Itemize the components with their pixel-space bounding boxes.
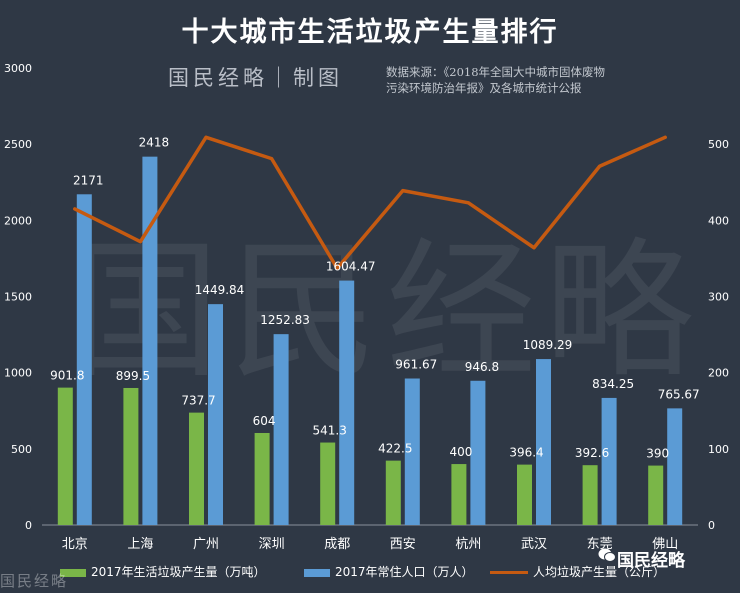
legend-item-population: 2017年常住人口（万人） — [304, 563, 474, 580]
legend-label-percapita: 人均垃圾产生量（公斤） — [533, 565, 666, 579]
bar-garbage — [385, 460, 401, 525]
y-left-tick-label: 2000 — [4, 214, 32, 227]
point-percapita — [598, 164, 602, 168]
y-right-tick-label: 200 — [708, 367, 729, 380]
data-label-garbage: 396.4 — [509, 446, 543, 460]
data-label-population: 1089.29 — [523, 338, 573, 352]
bar-population — [208, 304, 223, 525]
y-left-tick-label: 3000 — [4, 62, 32, 75]
bar-garbage — [57, 387, 73, 525]
data-label-garbage: 422.5 — [378, 442, 412, 456]
x-category-label: 深圳 — [259, 537, 285, 552]
x-category-label: 佛山 — [652, 537, 678, 552]
legend-swatch-blue — [304, 568, 330, 577]
data-label-population: 1252.83 — [260, 313, 310, 327]
x-category-label: 成都 — [324, 537, 350, 552]
point-percapita — [138, 240, 142, 244]
axes-group: 0 500 1000 1500 2000 2500 3000 0 100 200 300 400 500… — [4, 62, 729, 552]
bar-population — [339, 280, 355, 525]
wechat-icon — [598, 548, 616, 562]
y-left-tick-label: 500 — [11, 443, 32, 456]
y-right-tick-label: 500 — [708, 138, 729, 151]
source-line-2: 污染环境防治年报》及各城市统计公报 — [386, 81, 582, 95]
y-left-tick-label: 1000 — [4, 367, 32, 380]
bar-garbage — [648, 465, 664, 525]
data-label-population: 765.67 — [658, 387, 700, 401]
line-percapita — [73, 135, 667, 271]
data-label-garbage: 400 — [449, 445, 472, 459]
brand-label: 国民经略｜制图 — [168, 66, 343, 90]
data-label-garbage: 604 — [253, 414, 276, 428]
data-label-garbage: 392.6 — [575, 446, 609, 460]
source-note: 数据来源：《2018年全国大中城市固体废物 污染环境防治年报》及各城市统计公报 — [386, 64, 605, 96]
bar-garbage — [320, 442, 336, 525]
data-labels-group: 901.8 2171 899.5 2418 737.7 1449.84 604 1252.83… — [50, 136, 700, 461]
data-label-garbage: 901.8 — [50, 369, 84, 383]
x-category-label: 东莞 — [587, 537, 613, 552]
data-label-population: 946.8 — [465, 360, 499, 374]
legend-item-percapita: 人均垃圾产生量（公斤） — [490, 563, 665, 580]
legend-label-garbage: 2017年生活垃圾产生量（万吨） — [91, 565, 266, 579]
x-category-label: 杭州 — [455, 537, 481, 552]
bar-population — [470, 380, 486, 525]
point-percapita — [204, 135, 208, 139]
y-right-tick-label: 100 — [708, 443, 729, 456]
bar-garbage — [517, 464, 532, 525]
bar-population — [536, 359, 551, 525]
legend-item-garbage: 2017年生活垃圾产生量（万吨） — [60, 563, 266, 580]
legend-swatch-orange — [490, 571, 528, 574]
point-percapita — [335, 266, 339, 270]
y-right-tick-label: 400 — [708, 214, 729, 227]
data-label-population: 1449.84 — [195, 283, 245, 297]
point-percapita — [73, 207, 77, 211]
bar-garbage — [451, 464, 467, 525]
x-category-label: 西安 — [390, 537, 416, 552]
legend-label-population: 2017年常住人口（万人） — [335, 565, 474, 579]
bar-population — [601, 397, 617, 525]
data-label-garbage: 390 — [646, 447, 669, 461]
bar-population — [273, 334, 289, 525]
point-percapita — [532, 246, 536, 250]
bar-garbage — [189, 412, 204, 525]
data-label-population: 1604.47 — [326, 260, 376, 274]
y-right-tick-label: 0 — [708, 519, 715, 532]
data-label-population: 834.25 — [592, 377, 634, 391]
x-category-label: 广州 — [193, 537, 219, 552]
bar-garbage — [582, 465, 598, 525]
bar-population — [667, 408, 683, 525]
x-category-label: 上海 — [127, 537, 153, 552]
source-line-1: 数据来源：《2018年全国大中城市固体废物 — [386, 65, 606, 79]
logo-text: 国民经略 — [617, 551, 685, 571]
data-label-garbage: 541.3 — [313, 424, 347, 438]
corner-watermark: 国民经略 — [0, 572, 69, 590]
bar-population — [404, 378, 420, 525]
data-label-population: 961.67 — [395, 358, 437, 372]
point-percapita — [270, 157, 274, 161]
chart-title: 十大城市生活垃圾产生量排行 — [181, 17, 559, 48]
data-label-garbage: 737.7 — [181, 394, 215, 408]
x-category-label: 武汉 — [521, 537, 547, 552]
bars-group — [57, 156, 683, 525]
bar-population — [142, 156, 158, 525]
point-percapita — [401, 189, 405, 193]
bar-population — [76, 194, 92, 525]
y-left-tick-label: 2500 — [4, 138, 32, 151]
data-label-population: 2418 — [139, 136, 170, 150]
x-category-label: 北京 — [62, 537, 88, 552]
point-percapita — [663, 135, 667, 139]
line-series-group — [73, 135, 667, 271]
bar-garbage — [254, 432, 270, 525]
y-left-tick-label: 0 — [25, 519, 32, 532]
data-label-population: 2171 — [73, 173, 104, 187]
point-percapita — [466, 201, 470, 205]
background-watermark: 国民经略 — [70, 225, 703, 399]
data-label-garbage: 899.5 — [116, 369, 150, 383]
y-right-tick-label: 300 — [708, 291, 729, 304]
y-left-tick-label: 1500 — [4, 291, 32, 304]
legend-swatch-green — [60, 568, 86, 577]
bar-garbage — [123, 387, 139, 525]
